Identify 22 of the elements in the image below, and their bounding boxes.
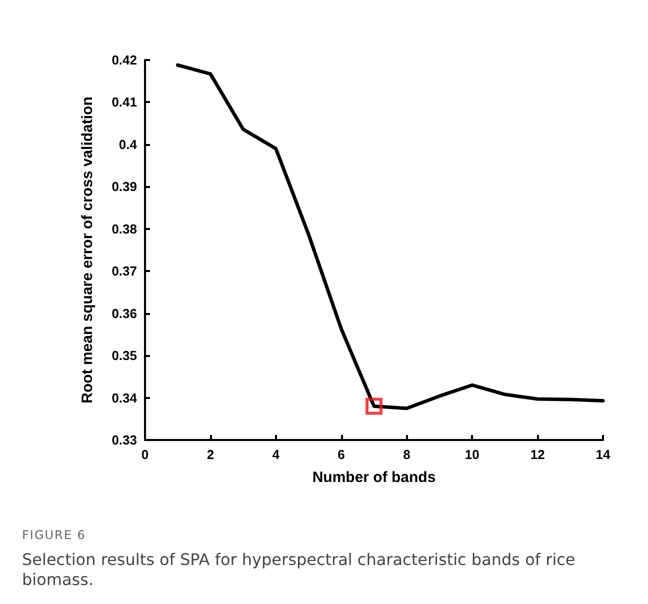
- x-tick-label: 0: [141, 447, 149, 462]
- y-tick-label: 0.36: [112, 306, 137, 321]
- x-tick-label: 12: [530, 447, 545, 462]
- x-tick-label: 2: [206, 447, 214, 462]
- x-tick-label: 6: [338, 447, 345, 462]
- y-tick-label: 0.41: [112, 94, 137, 110]
- y-tick-label: 0.38: [112, 221, 137, 236]
- x-tick-label: 4: [272, 447, 280, 462]
- x-tick-label: 8: [403, 447, 410, 462]
- y-tick-label: 0.37: [112, 264, 137, 279]
- y-tick-label: 0.4: [118, 136, 138, 152]
- x-tick-label: 10: [464, 447, 480, 462]
- x-axis-title: Number of bands: [312, 469, 436, 486]
- y-tick-label: 0.33: [112, 432, 137, 448]
- y-tick-label: 0.42: [112, 52, 137, 68]
- y-tick-label: 0.35: [112, 348, 137, 364]
- x-tick-label: 14: [596, 447, 611, 462]
- y-tick-label: 0.39: [112, 179, 137, 194]
- y-axis-title: Root mean square error of cross validation: [79, 96, 96, 404]
- text: Selection results of SPA for hyperspectral characteristic bands of rice biomass.: [22, 550, 576, 592]
- y-tick-label: 0.34: [112, 390, 138, 406]
- caption: FIGURE 6: [22, 528, 87, 544]
